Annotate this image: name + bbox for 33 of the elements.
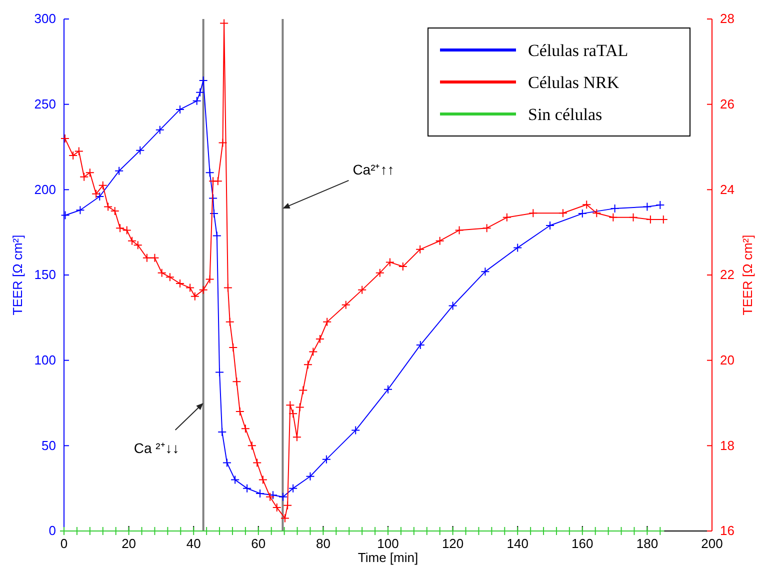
y2-tick-label: 28 — [720, 11, 734, 26]
x-tick-label: 0 — [60, 536, 68, 552]
y2-tick-label: 22 — [720, 267, 734, 282]
x-tick-label: 200 — [701, 536, 723, 552]
x-tick-label: 20 — [122, 536, 136, 552]
y-tick-label: 50 — [42, 438, 56, 453]
y2-tick-label: 20 — [720, 352, 734, 368]
y2-tick-label: 16 — [720, 523, 734, 538]
x-tick-label: 40 — [186, 536, 201, 552]
x-tick-label: 160 — [572, 536, 594, 552]
x-tick-label: 120 — [442, 536, 464, 552]
x-tick-label: 60 — [251, 536, 266, 552]
y2-tick-label: 18 — [720, 438, 734, 453]
legend-label: Sin células — [528, 105, 602, 124]
y-tick-label: 200 — [34, 182, 56, 197]
y-tick-label: 250 — [34, 96, 56, 112]
legend-label: Células raTAL — [528, 41, 628, 60]
annotation: Ca ²⁺↓↓ — [134, 440, 180, 456]
x-tick-label: 140 — [506, 536, 528, 552]
x-tick-label: 100 — [377, 536, 399, 552]
annotation: Ca²⁺↑↑ — [352, 161, 394, 178]
y-tick-label: 150 — [34, 267, 56, 282]
y2-axis-title: TEER [Ω cm²] — [740, 234, 755, 316]
legend-label: Células NRK — [528, 73, 620, 92]
y-axis-title: TEER [Ω cm²] — [10, 234, 25, 316]
y2-tick-label: 24 — [720, 182, 734, 197]
y2-tick-label: 26 — [720, 96, 734, 112]
y-tick-label: 100 — [34, 352, 56, 368]
x-axis-title: Time [min] — [358, 550, 418, 565]
y-tick-label: 300 — [34, 11, 56, 26]
x-tick-label: 180 — [636, 536, 658, 552]
x-tick-label: 80 — [316, 536, 330, 552]
y-tick-label: 0 — [48, 523, 56, 538]
